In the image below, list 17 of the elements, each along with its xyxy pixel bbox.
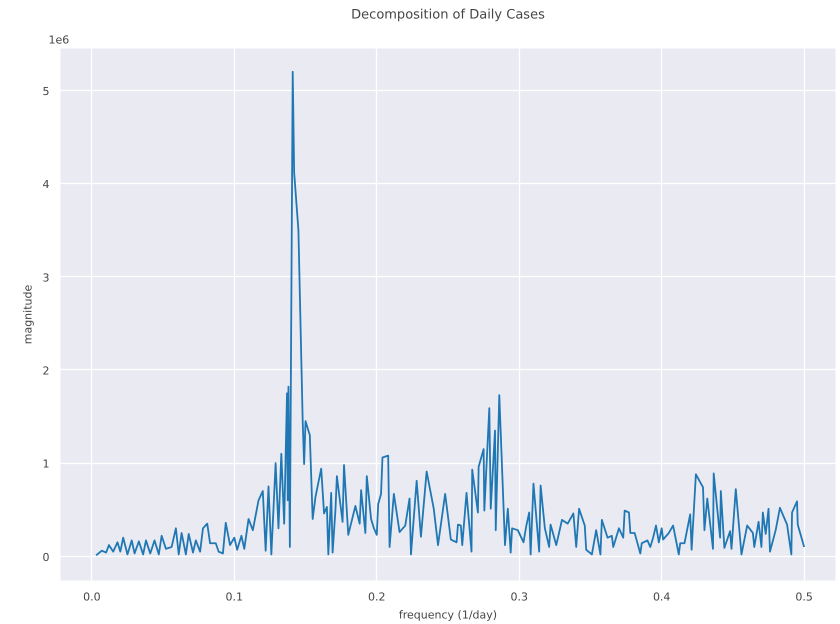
line-series — [95, 70, 806, 556]
y-tick-label: 2 — [42, 364, 50, 378]
chart-title: Decomposition of Daily Cases — [351, 8, 546, 22]
x-tick-label: 0.2 — [368, 590, 386, 604]
x-tick-label: 0.4 — [652, 590, 670, 604]
y-tick-label: 3 — [42, 271, 50, 284]
x-tick-label: 0.0 — [83, 590, 101, 604]
x-axis-title: frequency (1/day) — [398, 608, 498, 622]
text: 1e6 — [48, 34, 70, 46]
x-tick-label: 0.1 — [226, 590, 244, 604]
y-tick-label: 1 — [42, 458, 50, 471]
x-tick-label: 0.3 — [510, 590, 528, 604]
y-tick-label: 5 — [42, 84, 50, 98]
y-axis-title: magnitude — [22, 284, 34, 344]
y-tick-label: 0 — [42, 550, 50, 564]
y-tick-label: 4 — [42, 178, 50, 192]
x-tick-label: 0.5 — [795, 590, 813, 604]
